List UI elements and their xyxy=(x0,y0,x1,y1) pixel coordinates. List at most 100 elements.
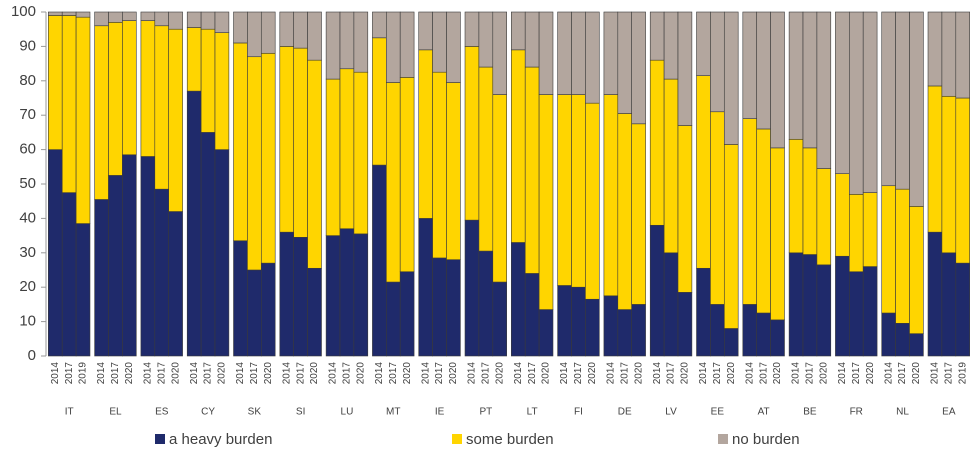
bar-segment xyxy=(663,252,679,357)
bar-segment xyxy=(788,252,804,357)
x-tick-label: 2017 xyxy=(897,362,908,385)
bar-segment xyxy=(432,257,447,357)
bar-segment xyxy=(168,11,183,30)
group-label: FI xyxy=(574,407,583,418)
bar-segment xyxy=(770,319,785,357)
bar-segment xyxy=(372,37,387,166)
bar-segment xyxy=(386,11,401,83)
x-tick-label: 2017 xyxy=(480,362,491,385)
bar-segment xyxy=(585,298,600,357)
bar-segment xyxy=(279,46,295,233)
bar-segment xyxy=(788,11,804,140)
legend-label: some burden xyxy=(466,431,554,448)
bar-segment xyxy=(770,147,785,321)
x-tick-label: 2020 xyxy=(818,362,829,385)
bar-segment xyxy=(631,304,646,357)
bar-segment xyxy=(122,11,137,21)
bar-segment xyxy=(186,27,202,92)
x-tick-label: 2020 xyxy=(587,362,598,385)
bar-segment xyxy=(307,267,322,357)
bar-segment xyxy=(603,11,619,95)
x-tick-label: 2017 xyxy=(434,362,445,385)
bar-segment xyxy=(75,11,91,18)
bar-segment xyxy=(603,94,619,297)
x-tick-label: 2020 xyxy=(309,362,320,385)
bar-segment xyxy=(353,11,369,73)
x-tick-label: 2017 xyxy=(573,362,584,385)
bar-segment xyxy=(168,211,183,357)
x-tick-label: 2014 xyxy=(791,362,802,385)
legend-swatch xyxy=(718,434,728,444)
bar-segment xyxy=(756,312,771,357)
bar-segment xyxy=(154,188,169,357)
bar-segment xyxy=(464,11,480,47)
bar-segment xyxy=(94,199,109,357)
bar-segment xyxy=(233,11,248,44)
x-tick-label: 2017 xyxy=(64,362,75,385)
bar-segment xyxy=(663,11,679,80)
y-tick-label: 20 xyxy=(19,278,36,295)
bar-segment xyxy=(339,228,355,357)
x-tick-label: 2020 xyxy=(355,362,366,385)
x-tick-label: 2017 xyxy=(758,362,769,385)
bar-segment xyxy=(186,11,202,28)
bar-segment xyxy=(293,11,308,49)
bar-segment xyxy=(538,309,554,357)
x-tick-label: 2014 xyxy=(837,362,848,385)
bar-segment xyxy=(446,82,461,260)
bar-segment xyxy=(538,94,554,310)
bar-segment xyxy=(200,132,216,357)
bar-segment xyxy=(802,254,818,357)
bar-segment xyxy=(61,192,77,357)
bar-segment xyxy=(696,75,711,269)
bar-segment xyxy=(617,309,632,357)
bar-segment xyxy=(723,11,739,145)
x-tick-label: 2014 xyxy=(930,362,941,385)
y-tick-label: 100 xyxy=(11,3,36,20)
bar-segment xyxy=(353,233,369,357)
bar-segment xyxy=(122,154,137,357)
bar-segment xyxy=(511,11,526,51)
bar-segment xyxy=(742,11,758,119)
x-tick-label: 2020 xyxy=(726,362,737,385)
x-tick-label: 2020 xyxy=(217,362,228,385)
x-tick-label: 2019 xyxy=(78,362,89,385)
bar-segment xyxy=(955,97,970,264)
bar-segment xyxy=(524,66,540,274)
y-tick-label: 60 xyxy=(19,141,36,158)
bar-segment xyxy=(140,20,156,157)
bar-segment xyxy=(108,11,123,23)
bar-segment xyxy=(247,56,262,271)
bar-segment xyxy=(941,11,957,97)
bar-segment xyxy=(432,11,447,73)
bar-segment xyxy=(742,118,758,305)
group-label: DE xyxy=(618,407,632,418)
bar-segment xyxy=(895,188,910,324)
bar-segment xyxy=(154,25,169,190)
group-label: EL xyxy=(109,407,122,418)
bar-segment xyxy=(571,286,586,357)
bar-segment xyxy=(524,11,540,68)
bar-segment xyxy=(75,223,91,357)
bar-segment xyxy=(756,128,771,314)
bar-segment xyxy=(849,11,864,195)
x-tick-label: 2014 xyxy=(883,362,894,385)
x-tick-label: 2020 xyxy=(911,362,922,385)
bar-segment xyxy=(941,95,957,254)
bar-segment xyxy=(816,168,832,266)
bar-segment xyxy=(571,94,586,288)
bar-segment xyxy=(557,285,572,357)
x-tick-label: 2017 xyxy=(666,362,677,385)
x-tick-label: 2014 xyxy=(235,362,246,385)
bar-segment xyxy=(617,11,632,114)
x-tick-label: 2014 xyxy=(281,362,292,385)
bar-segment xyxy=(631,11,646,125)
bar-segment xyxy=(696,11,711,76)
bar-segment xyxy=(186,90,202,357)
bar-segment xyxy=(927,85,943,233)
bar-segment xyxy=(492,281,507,357)
x-tick-label: 2020 xyxy=(541,362,552,385)
group-label: EE xyxy=(711,407,725,418)
bar-segment xyxy=(94,11,109,27)
